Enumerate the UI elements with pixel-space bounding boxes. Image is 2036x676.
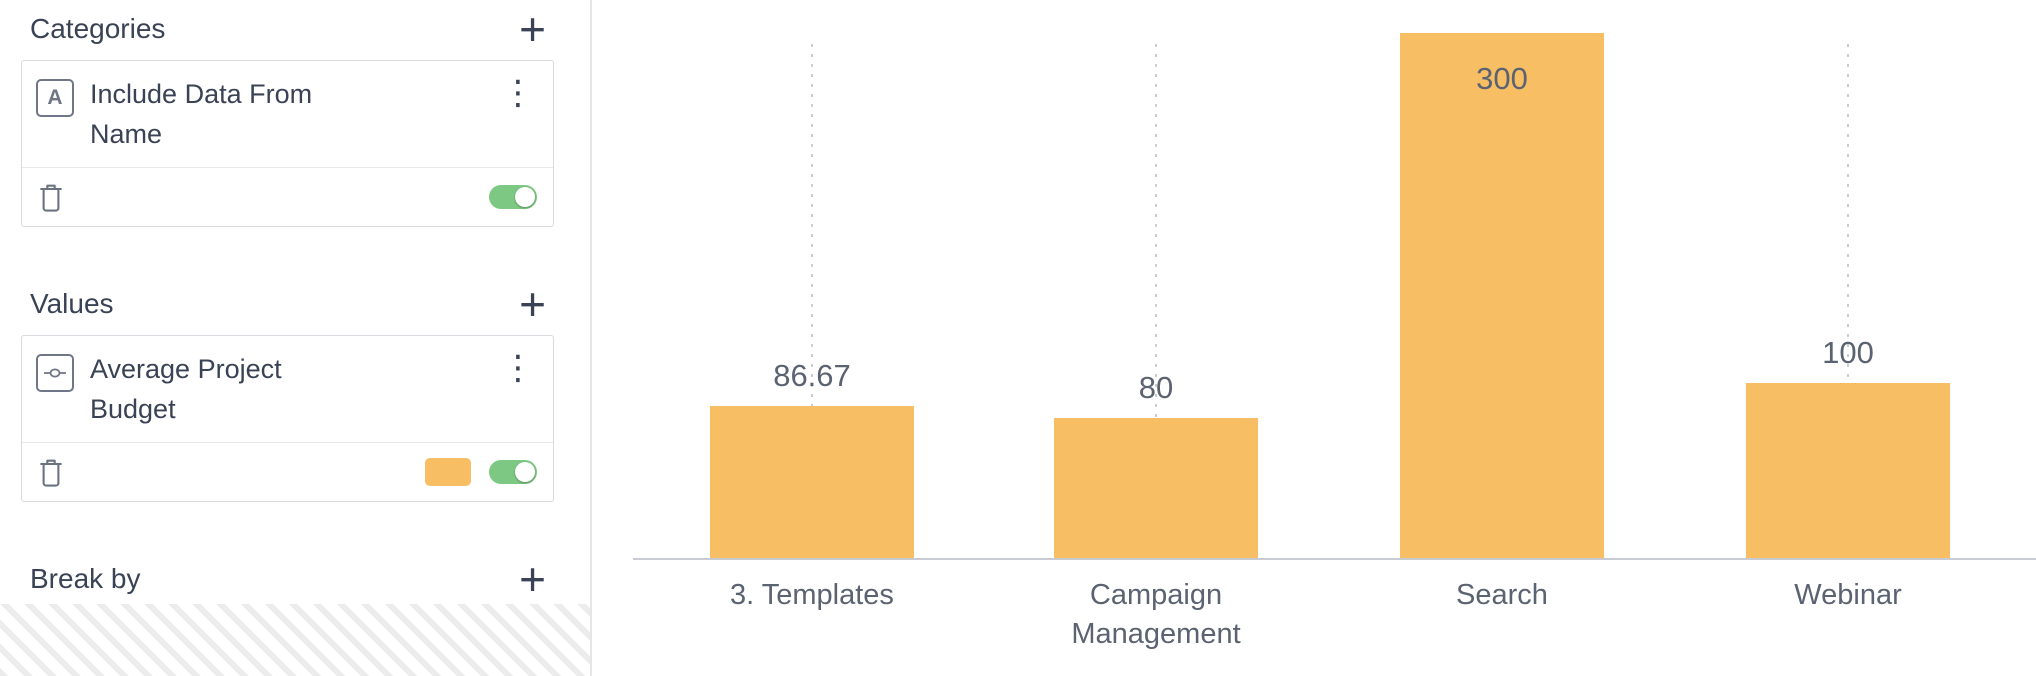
value-field-name: Average Project Budget — [90, 353, 282, 424]
x-axis-line — [633, 558, 2036, 560]
category-toggle[interactable] — [489, 184, 537, 209]
measure-icon — [36, 353, 74, 392]
value-field-footer — [22, 441, 553, 501]
breakby-drop-area[interactable] — [0, 603, 590, 676]
values-title: Values — [30, 287, 114, 319]
kebab-menu-icon[interactable]: ⋮ — [501, 348, 535, 387]
category-field-row: A Include Data From Name ⋮ — [22, 61, 553, 167]
categories-title: Categories — [30, 13, 166, 44]
category-label: Search — [1456, 579, 1548, 611]
kebab-menu-icon[interactable]: ⋮ — [501, 74, 535, 112]
category-field-footer — [22, 166, 553, 226]
value-label: 80 — [1138, 370, 1174, 405]
breakby-title: Break by — [30, 562, 141, 594]
value-label: 100 — [1822, 335, 1874, 370]
chart-bar[interactable] — [710, 406, 914, 558]
value-field-row: Average Project Budget ⋮ — [22, 336, 553, 442]
gridline — [811, 44, 813, 558]
values-section-header: Values + — [30, 281, 550, 327]
add-breakby-button[interactable]: + — [519, 552, 546, 605]
series-color-swatch[interactable] — [425, 457, 471, 486]
text-field-icon: A — [36, 79, 74, 117]
trash-icon[interactable] — [36, 181, 66, 213]
value-label: 86.67 — [773, 358, 851, 393]
gridline — [1155, 44, 1157, 558]
category-field-name: Include Data From Name — [90, 79, 313, 149]
add-category-button[interactable]: + — [519, 3, 546, 55]
category-label: 3. Templates — [730, 579, 894, 611]
category-field-card: A Include Data From Name ⋮ — [21, 60, 554, 227]
chart-bar[interactable] — [1400, 33, 1604, 558]
chart-bar[interactable] — [1054, 418, 1258, 558]
category-label: Webinar — [1794, 579, 1902, 611]
add-value-button[interactable]: + — [519, 277, 546, 330]
value-field-card: Average Project Budget ⋮ — [21, 334, 554, 502]
trash-icon[interactable] — [36, 456, 66, 488]
gridline — [1847, 44, 1849, 558]
breakby-section-header: Break by + — [30, 556, 550, 602]
value-label: 300 — [1476, 61, 1528, 96]
category-label: Campaign Management — [1071, 579, 1241, 651]
fields-panel: Categories + A Include Data From Name ⋮ — [0, 0, 592, 676]
bar-chart: 86.67 3. Templates 80 Campaign Management 30… — [593, 0, 2036, 676]
chart-bar[interactable] — [1746, 383, 1950, 558]
categories-section-header: Categories + — [30, 6, 550, 52]
value-toggle[interactable] — [489, 459, 537, 484]
